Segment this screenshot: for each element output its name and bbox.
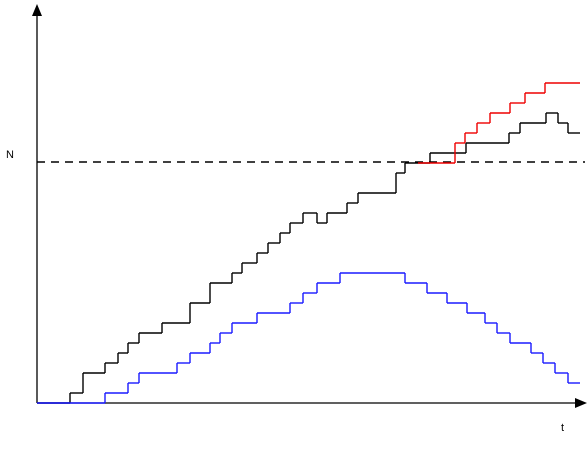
- y-axis-label: N: [6, 149, 14, 161]
- y-axis-arrow: [32, 4, 42, 16]
- x-axis-label: t: [561, 422, 564, 434]
- x-axis-arrow: [575, 398, 587, 408]
